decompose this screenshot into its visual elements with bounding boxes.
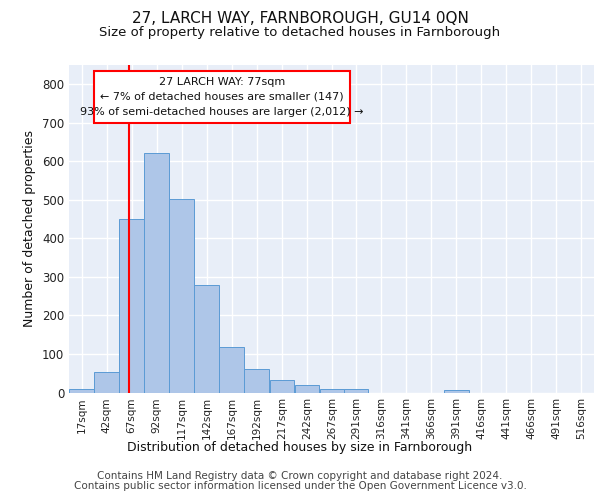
Bar (295, 385, 319, 392)
Y-axis label: Number of detached properties: Number of detached properties (23, 130, 37, 327)
Bar (69, 388, 94, 392)
Bar (269, 380, 294, 392)
Text: ← 7% of detached houses are smaller (147): ← 7% of detached houses are smaller (147… (100, 92, 344, 102)
Text: Distribution of detached houses by size in Farnborough: Distribution of detached houses by size … (127, 441, 473, 454)
Bar (144, 153, 169, 392)
Bar (94, 71, 350, 123)
Bar (94, 372, 119, 392)
Text: Contains public sector information licensed under the Open Government Licence v3: Contains public sector information licen… (74, 481, 526, 491)
Bar (344, 390, 368, 392)
Text: 27, LARCH WAY, FARNBOROUGH, GU14 0QN: 27, LARCH WAY, FARNBOROUGH, GU14 0QN (131, 11, 469, 26)
Text: Size of property relative to detached houses in Farnborough: Size of property relative to detached ho… (100, 26, 500, 39)
Bar (169, 198, 194, 392)
Text: Contains HM Land Registry data © Crown copyright and database right 2024.: Contains HM Land Registry data © Crown c… (97, 471, 503, 481)
Bar (244, 368, 269, 392)
Text: 93% of semi-detached houses are larger (2,012) →: 93% of semi-detached houses are larger (… (80, 108, 364, 118)
Bar (220, 348, 244, 393)
Bar (119, 219, 144, 392)
Bar (194, 284, 219, 393)
Bar (320, 388, 344, 392)
Bar (444, 390, 469, 392)
Text: 27 LARCH WAY: 77sqm: 27 LARCH WAY: 77sqm (158, 76, 285, 86)
